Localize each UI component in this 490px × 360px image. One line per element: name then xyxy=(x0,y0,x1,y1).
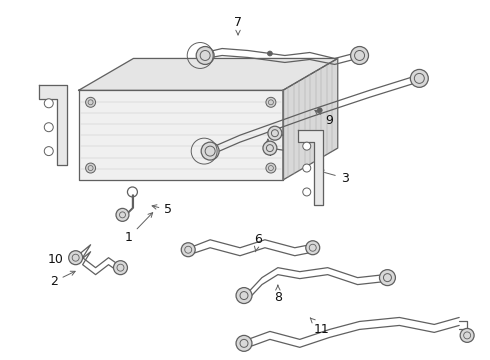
Text: 5: 5 xyxy=(152,203,172,216)
Circle shape xyxy=(44,147,53,156)
Circle shape xyxy=(116,208,129,221)
Circle shape xyxy=(44,123,53,132)
Text: 9: 9 xyxy=(315,111,334,127)
Circle shape xyxy=(410,69,428,87)
Circle shape xyxy=(266,97,276,107)
Circle shape xyxy=(379,270,395,285)
Circle shape xyxy=(114,261,127,275)
Circle shape xyxy=(69,251,83,265)
Text: 8: 8 xyxy=(274,285,282,304)
Text: 7: 7 xyxy=(234,16,242,35)
Circle shape xyxy=(317,108,322,113)
Circle shape xyxy=(44,99,53,108)
Circle shape xyxy=(236,288,252,303)
Circle shape xyxy=(303,188,311,196)
Circle shape xyxy=(268,51,272,56)
Circle shape xyxy=(266,163,276,173)
Circle shape xyxy=(460,328,474,342)
Polygon shape xyxy=(39,85,67,165)
Text: 3: 3 xyxy=(319,170,348,185)
Text: 4: 4 xyxy=(264,139,272,159)
Text: 10: 10 xyxy=(48,253,75,266)
Text: 6: 6 xyxy=(254,233,262,252)
Text: 11: 11 xyxy=(310,318,330,336)
Circle shape xyxy=(86,97,96,107)
Polygon shape xyxy=(78,90,283,180)
Circle shape xyxy=(306,241,319,255)
Circle shape xyxy=(201,142,219,160)
Circle shape xyxy=(303,142,311,150)
Circle shape xyxy=(196,46,214,64)
Circle shape xyxy=(303,164,311,172)
Circle shape xyxy=(86,163,96,173)
Circle shape xyxy=(350,46,368,64)
Circle shape xyxy=(263,141,277,155)
Circle shape xyxy=(181,243,195,257)
Circle shape xyxy=(236,336,252,351)
Polygon shape xyxy=(298,130,323,205)
Text: 1: 1 xyxy=(124,213,153,244)
Circle shape xyxy=(268,126,282,140)
Polygon shape xyxy=(78,58,338,90)
Text: 2: 2 xyxy=(50,271,75,288)
Polygon shape xyxy=(283,58,338,180)
